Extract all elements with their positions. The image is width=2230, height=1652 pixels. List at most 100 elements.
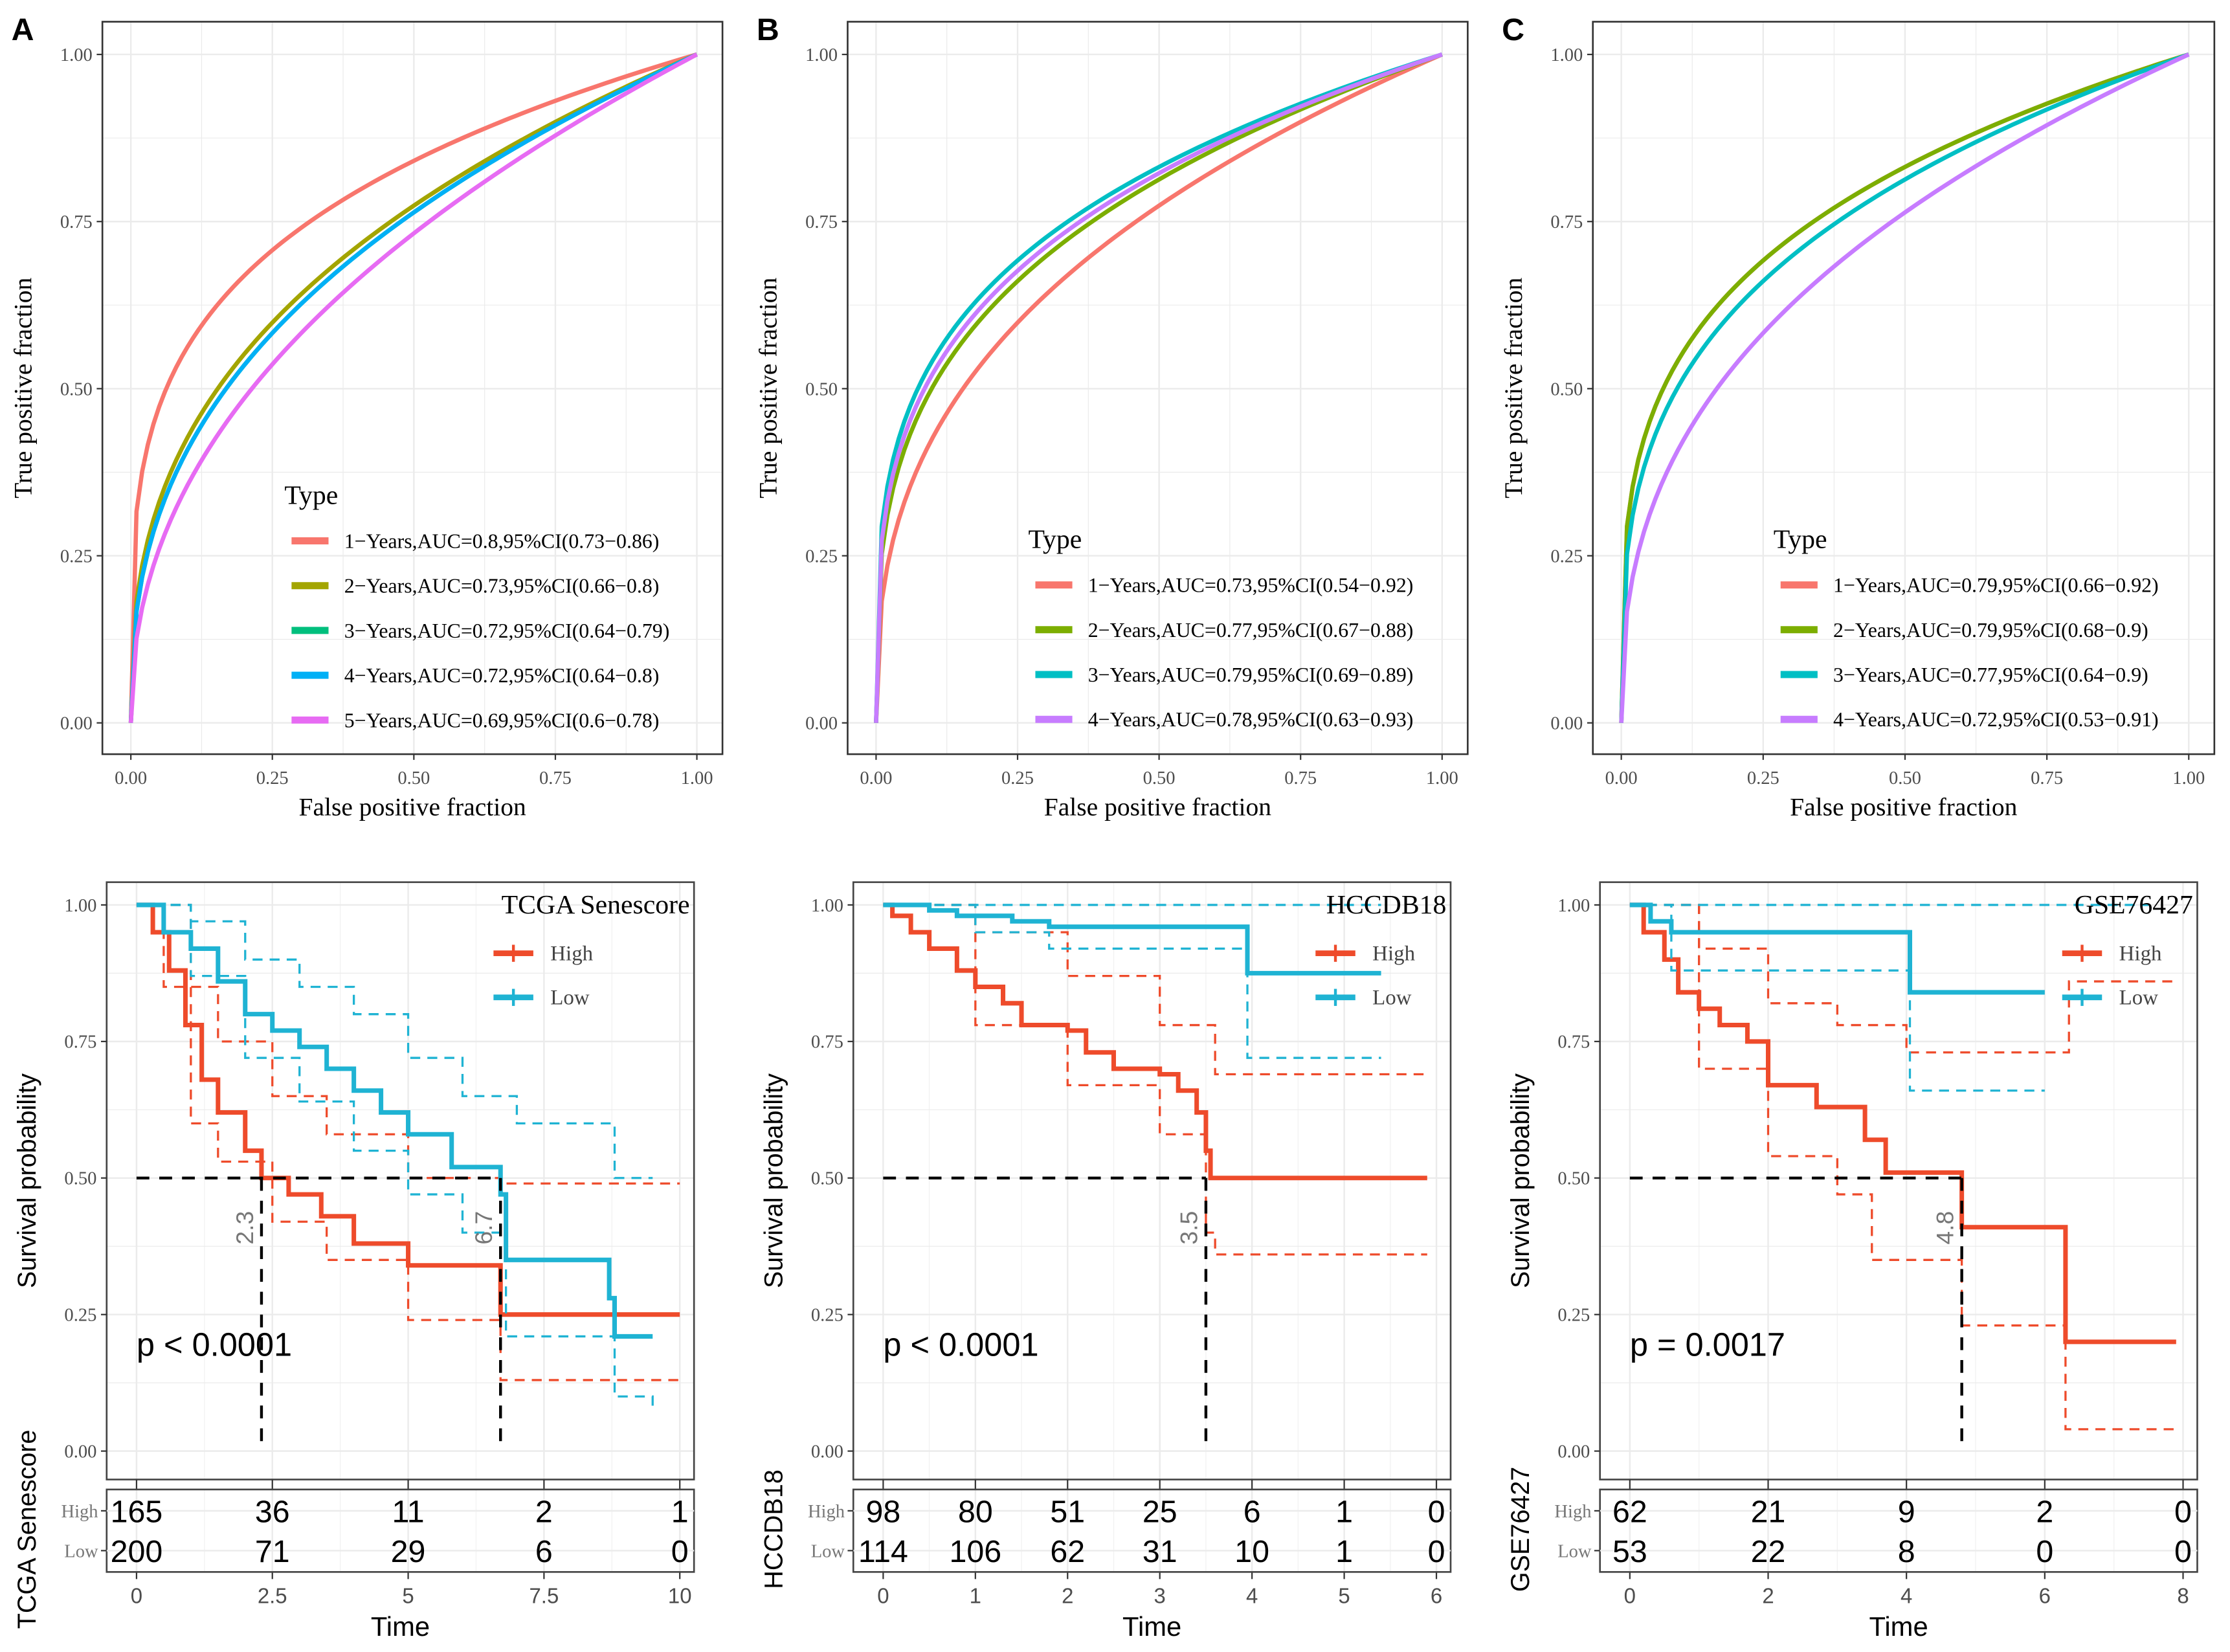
risk-table: High 165 36 11 2 1 Low 200 71 29 6 0 TCGA Senescore [13, 1430, 695, 1629]
legend-entry: 2−Years,AUC=0.77,95%CI(0.67−0.88) [1088, 619, 1414, 642]
legend-entry: 4−Years,AUC=0.72,95%CI(0.64−0.8) [344, 664, 660, 687]
risk-count: 29 [391, 1534, 426, 1569]
risk-count: 21 [1751, 1494, 1786, 1529]
y-tick-label: 0.00 [811, 1442, 843, 1462]
legend: Type 1−Years,AUC=0.73,95%CI(0.54−0.92) 2−Y… [1028, 524, 1413, 731]
risk-count: 6 [1243, 1494, 1261, 1529]
p-value: p = 0.0017 [1630, 1326, 1785, 1363]
risk-table-y-label: HCCDB18 [759, 1469, 788, 1589]
y-tick-label: 0.50 [805, 379, 838, 399]
risk-count: 53 [1612, 1534, 1647, 1569]
median-label: 3.5 [1176, 1211, 1203, 1245]
x-tick-label: 2.5 [258, 1584, 287, 1608]
median-label: 4.8 [1931, 1211, 1958, 1245]
x-tick-label: 0.25 [256, 768, 289, 788]
risk-table-border [1599, 1488, 2198, 1573]
x-axis-label: False positive fraction [1044, 793, 1272, 821]
y-tick-label: 0.25 [60, 546, 93, 566]
risk-count: 80 [958, 1494, 993, 1529]
risk-count: 51 [1050, 1494, 1085, 1529]
risk-count: 2 [2036, 1494, 2053, 1529]
risk-table: High 62 21 9 2 0 Low 53 22 8 0 0 GSE76427 [1506, 1467, 2198, 1592]
y-tick-label: 0.25 [1557, 1306, 1590, 1326]
x-tick-label: 10 [668, 1584, 692, 1608]
risk-count: 1 [671, 1494, 689, 1529]
risk-table-border [106, 1488, 695, 1573]
y-tick-label: 1.00 [1557, 896, 1590, 916]
plot-background [106, 882, 695, 1480]
legend-entry: 3−Years,AUC=0.72,95%CI(0.64−0.79) [344, 620, 670, 642]
p-value: p < 0.0001 [883, 1326, 1038, 1363]
legend-entry: 4−Years,AUC=0.72,95%CI(0.53−0.91) [1833, 708, 2159, 731]
risk-row-label: Low [811, 1541, 845, 1561]
risk-count: 0 [1428, 1534, 1445, 1569]
y-tick-label: 0.50 [60, 379, 93, 399]
x-tick-label: 0.50 [397, 768, 430, 788]
legend-entry: Low [1372, 987, 1412, 1010]
legend-entry: 1−Years,AUC=0.73,95%CI(0.54−0.92) [1088, 574, 1414, 597]
x-tick-label: 4 [1901, 1584, 1912, 1608]
x-tick-label: 0.00 [860, 768, 892, 788]
risk-count: 0 [2174, 1534, 2192, 1569]
risk-count: 6 [535, 1534, 553, 1569]
risk-table-y-label: GSE76427 [1506, 1467, 1535, 1592]
legend-entry: 3−Years,AUC=0.79,95%CI(0.69−0.89) [1088, 664, 1414, 686]
y-tick-label: 1.00 [811, 896, 843, 916]
y-axis-label: True positive fraction [8, 278, 37, 498]
x-tick-label: 1.00 [1426, 768, 1458, 788]
legend-title: GSE76427 [2075, 890, 2193, 920]
x-tick-label: 2 [1062, 1584, 1073, 1608]
risk-count: 22 [1751, 1534, 1786, 1569]
x-tick-label: 0.25 [1747, 768, 1779, 788]
risk-row-label: High [1554, 1502, 1591, 1522]
risk-count: 1 [1335, 1534, 1353, 1569]
legend-entry: Low [2119, 987, 2159, 1010]
plot-border [1599, 881, 2198, 1480]
risk-table-border [852, 1488, 1452, 1573]
ci-lower-high [136, 904, 680, 1381]
x-axis-label: False positive fraction [298, 793, 526, 821]
legend: Type 1−Years,AUC=0.8,95%CI(0.73−0.86) 2−Ye… [284, 480, 669, 731]
legend: Type 1−Years,AUC=0.79,95%CI(0.66−0.92) 2−Y… [1774, 524, 2159, 731]
y-tick-label: 1.00 [1550, 45, 1583, 65]
x-tick-label: 5 [1338, 1584, 1350, 1608]
risk-count: 106 [950, 1534, 1002, 1569]
risk-count: 71 [255, 1534, 290, 1569]
x-axis-label: False positive fraction [1790, 793, 2018, 821]
p-value: p < 0.0001 [137, 1326, 292, 1363]
plot-border [106, 881, 695, 1480]
risk-count: 10 [1234, 1534, 1269, 1569]
legend-entry: Low [550, 987, 590, 1010]
risk-count: 25 [1143, 1494, 1177, 1529]
roc-panel-b: 0.00 0.00 0.25 0.25 0.50 0.50 0.75 0.75 1.00 1.00… [754, 12, 1469, 821]
x-tick-label: 1.00 [2172, 768, 2205, 788]
survival-curve-high [1629, 902, 2176, 1345]
risk-count: 11 [392, 1494, 424, 1529]
roc-curve-1 [874, 52, 1444, 723]
y-tick-label: 0.75 [64, 1032, 96, 1053]
risk-count: 8 [1898, 1534, 1915, 1569]
plot-border [852, 881, 1452, 1480]
legend-title: Type [284, 480, 338, 510]
x-tick-label: 3 [1154, 1584, 1166, 1608]
roc-curve-2 [1619, 52, 2190, 723]
legend-entry: 3−Years,AUC=0.77,95%CI(0.64−0.9) [1833, 664, 2148, 686]
y-tick-label: 0.50 [1550, 379, 1583, 399]
risk-count: 62 [1050, 1534, 1085, 1569]
y-tick-label: 0.00 [1550, 714, 1583, 734]
risk-count: 31 [1143, 1534, 1177, 1569]
roc-curve-4 [1619, 52, 2190, 723]
y-tick-label: 0.00 [805, 714, 838, 734]
x-tick-label: 7.5 [529, 1584, 559, 1608]
roc-curve-4 [128, 52, 698, 723]
legend: TCGA Senescore High Low [493, 890, 690, 1010]
median-label: 2.3 [231, 1211, 258, 1245]
roc-panel-a: 0.00 0.00 0.25 0.25 0.50 0.50 0.75 0.75 1.00 1.00… [8, 12, 724, 821]
risk-count: 62 [1612, 1494, 1647, 1529]
risk-row-label: Low [1557, 1541, 1592, 1561]
y-axis-label: Survival probability [1506, 1073, 1535, 1288]
x-tick-label: 0 [131, 1584, 142, 1608]
x-tick-label: 1 [970, 1584, 981, 1608]
survival-curve-low [883, 902, 1381, 976]
roc-curve-4 [874, 52, 1443, 723]
